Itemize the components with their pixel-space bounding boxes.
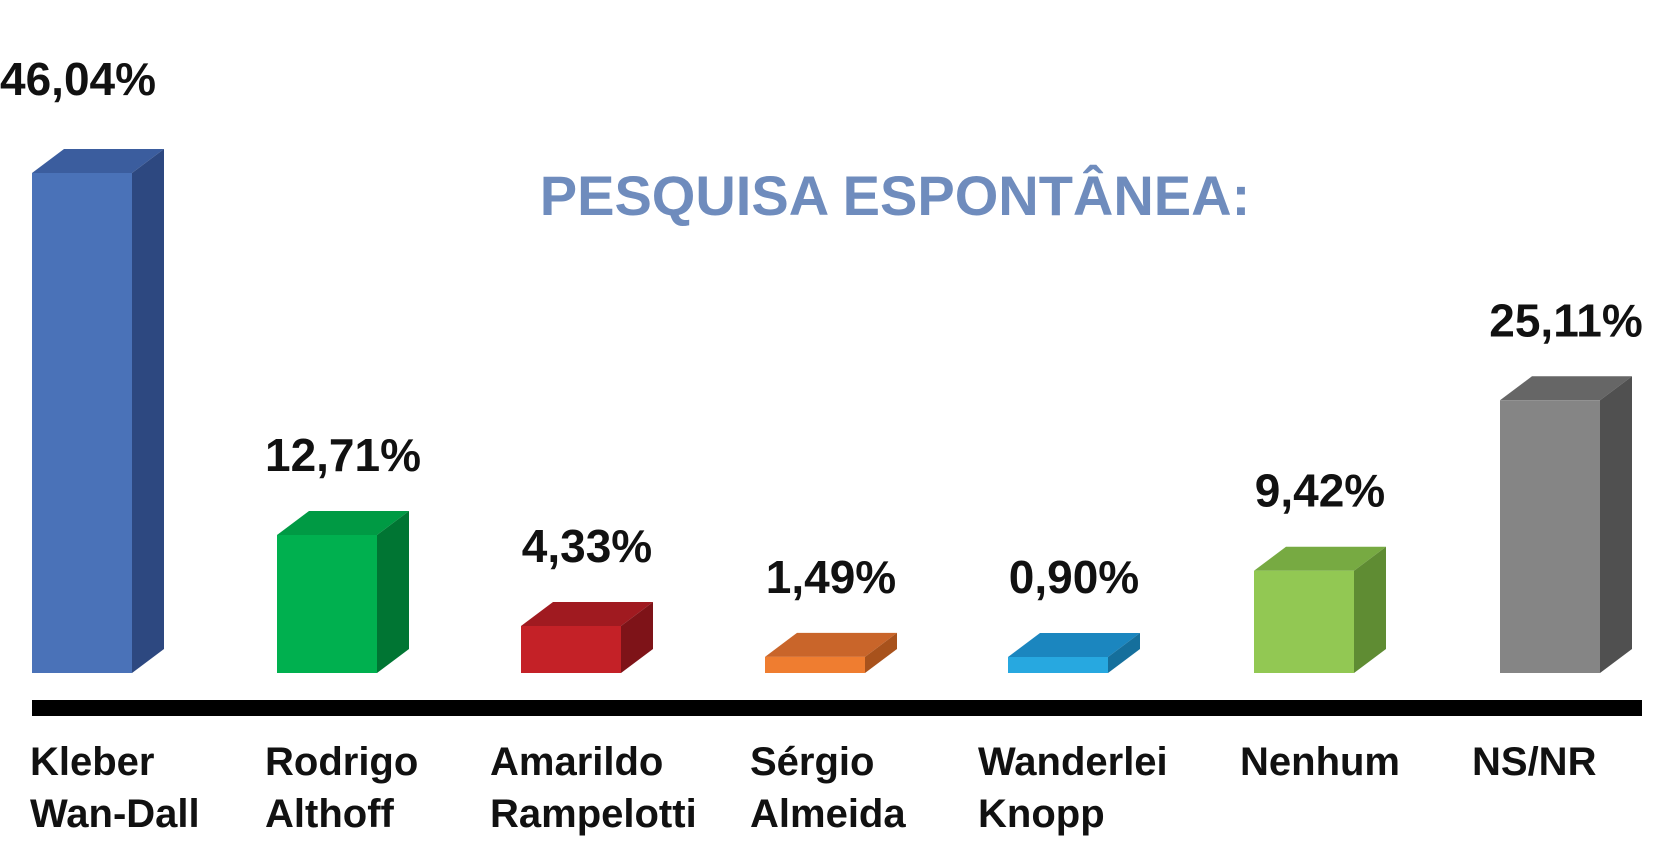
bar-3 [521, 601, 653, 673]
bar-2 [277, 510, 409, 673]
bar-front-face [1500, 400, 1600, 673]
value-label: 9,42% [1255, 465, 1385, 517]
bar-5 [1008, 633, 1140, 673]
bar-side-face [1354, 546, 1386, 673]
value-label: 46,04% [0, 53, 156, 105]
value-label: 25,11% [1489, 294, 1642, 346]
bar-front-face [1008, 657, 1108, 673]
bar-top-face [277, 510, 409, 535]
value-label: 4,33% [522, 520, 652, 572]
value-labels-group: 46,04% 12,71% 4,33% 1,49% 0,90% 9,42% 25,11% [0, 53, 1643, 603]
bar-front-face [32, 173, 132, 673]
category-label: Sérgio Almeida [750, 740, 906, 836]
category-label: Amarildo Rampelotti [490, 740, 697, 836]
bar-1 [32, 149, 164, 673]
bar-side-face [377, 510, 409, 673]
bar-4 [765, 632, 897, 673]
bars-group [32, 149, 1632, 673]
category-labels-group: Kleber Wan-Dall Rodrigo Althoff Amarildo Ramp… [30, 740, 1597, 836]
bar-front-face [765, 656, 865, 673]
value-label: 1,49% [766, 551, 896, 603]
bar-side-face [621, 601, 653, 673]
bar-top-face [521, 601, 653, 626]
category-label: Rodrigo Althoff [265, 740, 418, 836]
category-label: NS/NR [1472, 740, 1597, 784]
chart-title: PESQUISA ESPONTÂNEA: [540, 164, 1250, 227]
value-label: 12,71% [265, 429, 421, 481]
x-axis-line [32, 700, 1642, 716]
value-label: 0,90% [1009, 551, 1139, 603]
bar-7 [1500, 376, 1632, 673]
bar-side-face [1108, 633, 1140, 673]
bar-side-face [1600, 376, 1632, 673]
bar-side-face [132, 149, 164, 673]
bar-top-face [1008, 633, 1140, 657]
bar-top-face [765, 632, 897, 657]
bar-top-face [32, 149, 164, 173]
category-label: Kleber Wan-Dall [30, 740, 200, 836]
category-label: Wanderlei Knopp [978, 740, 1168, 836]
bar-6 [1254, 546, 1386, 673]
bar-front-face [521, 625, 621, 673]
bar-front-face [277, 534, 377, 673]
bar-side-face [865, 632, 897, 673]
category-label: Nenhum [1240, 740, 1400, 784]
bar-front-face [1254, 570, 1354, 673]
bar-top-face [1500, 376, 1632, 401]
bar-top-face [1254, 546, 1386, 571]
